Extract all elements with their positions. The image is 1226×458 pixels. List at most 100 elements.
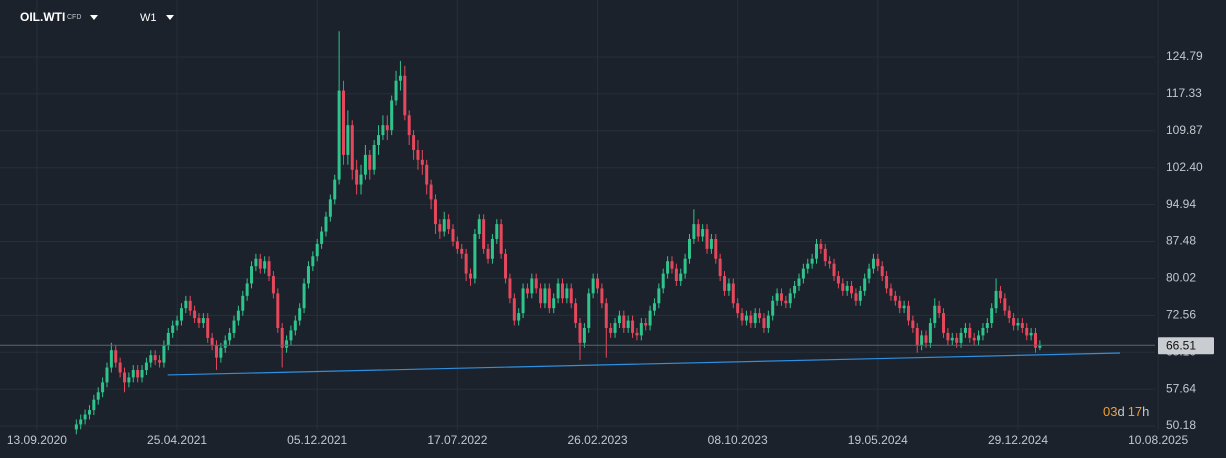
candle-body bbox=[779, 293, 783, 301]
candle-body bbox=[83, 414, 87, 420]
candle-body bbox=[762, 318, 766, 328]
candle-body bbox=[512, 298, 516, 321]
candle-body bbox=[977, 335, 981, 341]
candle-body bbox=[328, 199, 332, 217]
candle-body bbox=[263, 261, 267, 269]
candle-body bbox=[179, 308, 183, 321]
candle-body bbox=[398, 75, 402, 81]
timeframe[interactable]: W1 bbox=[140, 12, 157, 24]
candle-body bbox=[131, 370, 135, 378]
x-tick-label: 29.12.2024 bbox=[988, 433, 1048, 447]
candle-body bbox=[214, 345, 218, 358]
candles bbox=[74, 31, 1042, 435]
candle-body bbox=[109, 350, 113, 368]
candle-body bbox=[359, 174, 363, 185]
candle-body bbox=[828, 261, 832, 264]
candle-body bbox=[889, 288, 893, 296]
candle-body bbox=[1007, 310, 1011, 319]
candle-body bbox=[250, 266, 254, 284]
x-tick-label: 17.07.2022 bbox=[427, 433, 487, 447]
candle-body bbox=[438, 224, 442, 232]
candle-body bbox=[569, 288, 573, 304]
candle-body bbox=[1016, 323, 1020, 326]
candle-body bbox=[604, 303, 608, 328]
candle-body bbox=[477, 219, 481, 235]
candle-body bbox=[613, 323, 617, 333]
candle-body bbox=[346, 125, 350, 155]
candle-body bbox=[333, 179, 337, 200]
candle-body bbox=[433, 199, 437, 225]
candle-body bbox=[556, 283, 560, 299]
candle-body bbox=[464, 253, 468, 274]
candle-body bbox=[499, 224, 503, 254]
candle-body bbox=[324, 216, 328, 232]
axis-labels: 124.79 117.33 109.87 102.40 94.94 87.48 80.02 7… bbox=[7, 49, 1214, 447]
candle-body bbox=[1025, 327, 1029, 336]
candle-body bbox=[171, 325, 175, 333]
timeframe-dropdown[interactable] bbox=[166, 15, 174, 20]
candle-body bbox=[372, 144, 376, 170]
candle-body bbox=[635, 332, 639, 336]
candle-body bbox=[258, 258, 262, 269]
symbol[interactable]: OIL.WTI bbox=[20, 10, 65, 24]
candle-body bbox=[836, 276, 840, 284]
candle-body bbox=[521, 288, 525, 314]
candle-body bbox=[219, 347, 223, 358]
candle-body bbox=[893, 295, 897, 301]
candle-body bbox=[136, 370, 140, 378]
candle-body bbox=[718, 258, 722, 277]
candle-body bbox=[740, 313, 744, 321]
candle-body bbox=[692, 224, 696, 239]
candle-body bbox=[801, 268, 805, 279]
candle-body bbox=[123, 372, 127, 383]
candle-body bbox=[407, 115, 411, 136]
candle-body bbox=[197, 318, 201, 324]
candle-body bbox=[254, 258, 258, 267]
candle-body bbox=[543, 288, 547, 304]
candle-body bbox=[955, 337, 959, 343]
candle-body bbox=[201, 318, 205, 324]
candle-body bbox=[508, 278, 512, 299]
candle-body bbox=[486, 248, 490, 259]
candle-body bbox=[232, 320, 236, 333]
candle-body bbox=[560, 283, 564, 299]
candle-body bbox=[696, 224, 700, 237]
candle-body bbox=[749, 315, 753, 324]
candle-body bbox=[609, 327, 613, 333]
countdown-days-unit: d bbox=[1117, 404, 1124, 419]
candle-body bbox=[911, 320, 915, 328]
candle-body bbox=[306, 266, 310, 284]
candle-body bbox=[617, 315, 621, 324]
candle-body bbox=[994, 290, 998, 309]
candle-body bbox=[771, 300, 775, 316]
candle-body bbox=[972, 337, 976, 341]
candle-body bbox=[460, 248, 464, 254]
candle-body bbox=[92, 399, 96, 411]
trendline bbox=[167, 352, 1120, 376]
candle-body bbox=[898, 300, 902, 309]
candle-body bbox=[626, 320, 630, 328]
candle-body bbox=[412, 135, 416, 150]
candle-body bbox=[377, 135, 381, 145]
candle-body bbox=[968, 327, 972, 338]
last-price-box bbox=[1158, 337, 1214, 355]
candle-body bbox=[193, 310, 197, 319]
candle-body bbox=[815, 243, 819, 259]
candle-body bbox=[184, 300, 188, 309]
candle-body bbox=[766, 315, 770, 328]
symbol-dropdown[interactable] bbox=[90, 15, 98, 20]
candle-body bbox=[587, 293, 591, 328]
candle-body bbox=[644, 323, 648, 326]
candle-body bbox=[118, 362, 122, 373]
y-tick-label: 109.87 bbox=[1166, 123, 1203, 137]
candle-body bbox=[350, 125, 354, 170]
candle-body bbox=[687, 238, 691, 259]
candle-body bbox=[819, 243, 823, 249]
candle-body bbox=[127, 377, 131, 383]
candle-body bbox=[534, 278, 538, 289]
candle-body bbox=[547, 288, 551, 309]
candle-body bbox=[368, 154, 372, 170]
candle-body bbox=[871, 258, 875, 269]
candle-body bbox=[906, 305, 910, 321]
